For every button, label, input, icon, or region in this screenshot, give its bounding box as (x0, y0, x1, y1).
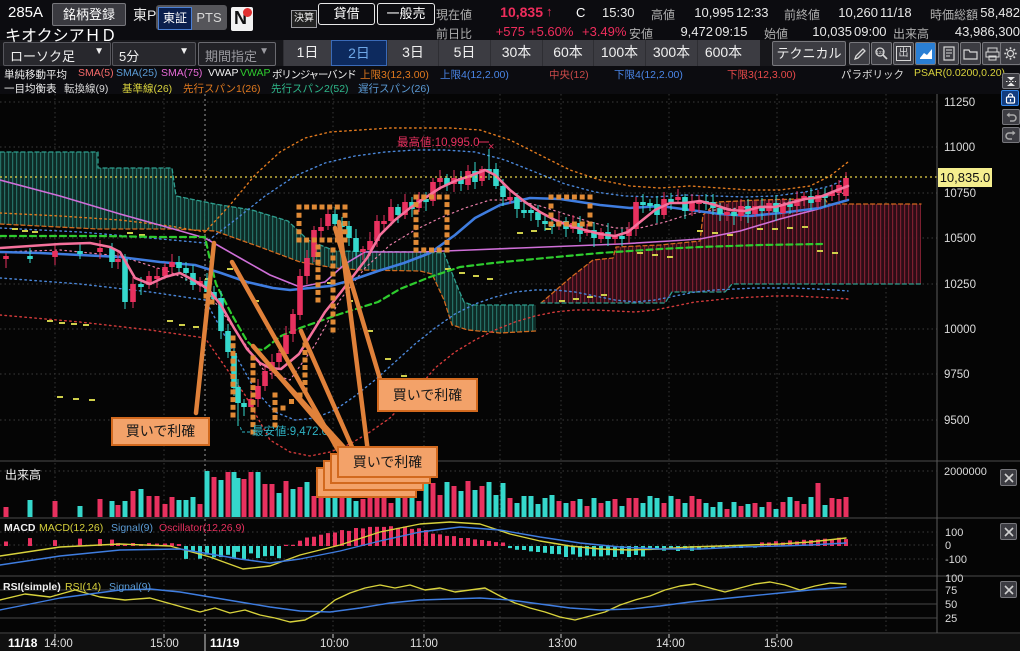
svg-text:RSI(simple): RSI(simple) (3, 581, 61, 593)
svg-text:RSI(14): RSI(14) (65, 581, 101, 593)
svg-text:0: 0 (945, 540, 951, 552)
svg-text:100: 100 (945, 573, 963, 585)
svg-text:10250: 10250 (944, 279, 976, 291)
svg-text:11:00: 11:00 (410, 638, 438, 650)
svg-text:10500: 10500 (944, 233, 976, 245)
svg-text:10000: 10000 (944, 324, 976, 336)
svg-text:10:00: 10:00 (320, 638, 349, 650)
svg-text:Signal(9): Signal(9) (111, 522, 153, 534)
svg-text:最高値:10,995.0: 最高値:10,995.0 (397, 135, 479, 149)
svg-text:13:00: 13:00 (548, 638, 577, 650)
svg-text:出来高: 出来高 (5, 467, 41, 482)
svg-text:9750: 9750 (944, 369, 970, 381)
svg-text:MACD(12,26): MACD(12,26) (39, 522, 103, 534)
svg-text:75: 75 (945, 585, 957, 597)
svg-text:14:00: 14:00 (656, 638, 685, 650)
svg-text:14:00: 14:00 (44, 638, 73, 650)
svg-text:最安値:9,472.0: 最安値:9,472.0 (252, 424, 328, 438)
svg-text:11250: 11250 (944, 97, 975, 109)
svg-text:×: × (488, 141, 494, 153)
svg-text:Signal(9): Signal(9) (109, 581, 151, 593)
svg-text:50: 50 (945, 599, 957, 611)
svg-text:25: 25 (945, 613, 957, 625)
svg-text:15:00: 15:00 (150, 638, 179, 650)
svg-text:-100: -100 (945, 554, 967, 566)
svg-text:100: 100 (945, 527, 963, 539)
svg-text:11/18: 11/18 (8, 636, 38, 650)
svg-text:2000000: 2000000 (944, 466, 987, 478)
svg-text:MACD: MACD (4, 522, 36, 534)
svg-text:11000: 11000 (944, 142, 975, 154)
svg-text:123: 123 (876, 50, 884, 55)
svg-text:Oscillator(12,26,9): Oscillator(12,26,9) (159, 522, 245, 534)
svg-text:15:00: 15:00 (764, 638, 793, 650)
svg-text:9500: 9500 (944, 415, 970, 427)
svg-text:10750: 10750 (944, 188, 976, 200)
svg-text:11/19: 11/19 (210, 636, 240, 650)
